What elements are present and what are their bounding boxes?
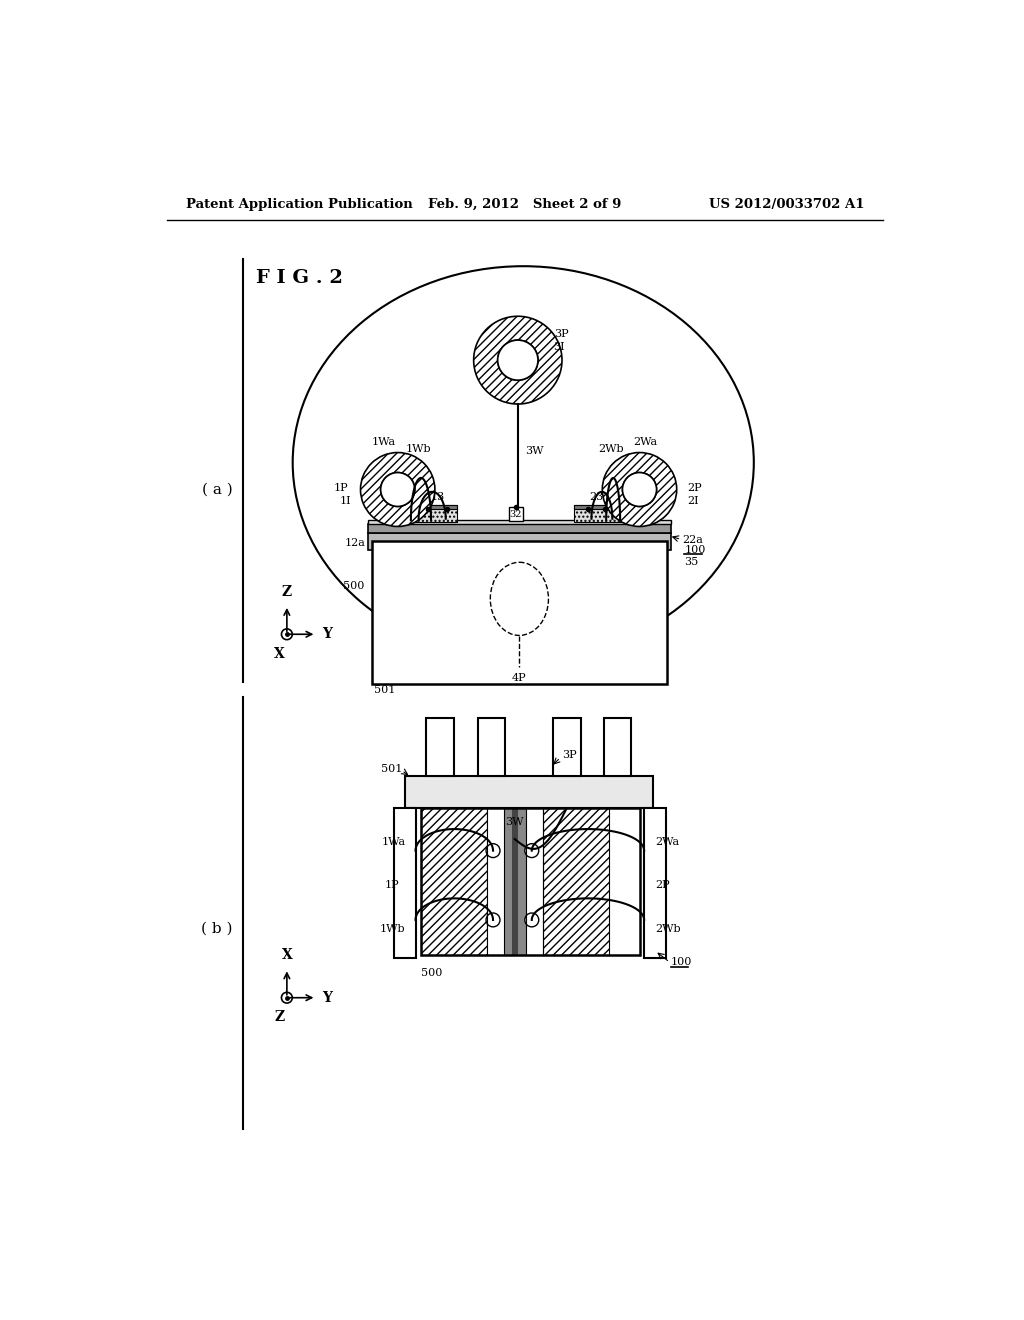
Bar	[369, 520, 671, 524]
Text: 2Wb: 2Wb	[598, 445, 624, 454]
Text: Y: Y	[323, 991, 333, 1005]
Circle shape	[282, 628, 292, 640]
Bar	[512, 808, 518, 954]
Text: 100: 100	[684, 545, 706, 554]
Bar	[406, 776, 653, 808]
Bar	[573, 506, 624, 508]
Text: US 2012/0033702 A1: US 2012/0033702 A1	[709, 198, 864, 211]
Circle shape	[623, 473, 656, 507]
Bar	[504, 808, 525, 954]
Wedge shape	[474, 317, 562, 404]
Text: 2Wa: 2Wa	[634, 437, 657, 446]
Bar	[421, 808, 486, 954]
Bar	[478, 718, 506, 776]
Text: 501: 501	[381, 764, 402, 774]
Text: 12a: 12a	[345, 539, 366, 548]
Bar	[604, 718, 631, 776]
Text: 32: 32	[509, 511, 522, 519]
Text: X: X	[282, 948, 292, 962]
Text: Z: Z	[282, 585, 292, 599]
Bar	[486, 808, 504, 954]
Bar	[644, 808, 666, 958]
Bar	[543, 808, 608, 954]
Text: 2Wa: 2Wa	[655, 837, 679, 847]
Text: 1P: 1P	[334, 483, 348, 492]
Text: ( b ): ( b )	[202, 921, 232, 936]
Text: 1Wa: 1Wa	[381, 837, 406, 847]
Text: X: X	[273, 647, 285, 660]
Text: ( a ): ( a )	[202, 483, 232, 496]
Text: 4P: 4P	[512, 673, 526, 682]
Text: 501: 501	[374, 685, 395, 694]
Text: 22a: 22a	[682, 535, 703, 545]
Text: 23: 23	[590, 492, 604, 502]
Circle shape	[525, 843, 539, 858]
Bar	[407, 506, 458, 521]
Bar	[372, 541, 667, 684]
Bar	[407, 506, 458, 508]
Text: 1Wb: 1Wb	[380, 924, 406, 933]
Bar	[573, 506, 624, 521]
Text: Z: Z	[274, 1010, 285, 1024]
Bar	[421, 808, 640, 954]
Text: Patent Application Publication: Patent Application Publication	[186, 198, 413, 211]
Text: 35: 35	[684, 557, 698, 566]
Text: 2P: 2P	[655, 880, 670, 890]
Bar	[426, 718, 454, 776]
Text: F I G . 2: F I G . 2	[256, 269, 343, 286]
Text: 1I: 1I	[340, 496, 351, 506]
Bar	[369, 524, 671, 533]
Circle shape	[282, 993, 292, 1003]
Text: 13: 13	[431, 492, 445, 502]
Bar	[394, 808, 416, 958]
Text: 100: 100	[671, 957, 692, 968]
Circle shape	[525, 913, 539, 927]
Wedge shape	[360, 453, 435, 527]
Circle shape	[486, 843, 500, 858]
Bar	[421, 808, 640, 954]
Text: Feb. 9, 2012   Sheet 2 of 9: Feb. 9, 2012 Sheet 2 of 9	[428, 198, 622, 211]
Bar	[554, 718, 581, 776]
Text: 3I: 3I	[553, 342, 564, 352]
Bar	[369, 533, 671, 550]
Text: 1Wa: 1Wa	[372, 437, 396, 446]
Text: 1Wb: 1Wb	[406, 445, 431, 454]
Text: Y: Y	[323, 627, 333, 642]
Text: 2P: 2P	[687, 483, 702, 492]
Bar	[525, 808, 543, 954]
Text: 500: 500	[421, 969, 442, 978]
Text: 3P: 3P	[562, 750, 577, 760]
Text: 3W: 3W	[524, 446, 544, 455]
Text: 2I: 2I	[687, 496, 699, 506]
Circle shape	[381, 473, 415, 507]
Text: 2Wb: 2Wb	[655, 924, 681, 933]
Bar	[509, 507, 523, 521]
Text: 500: 500	[343, 581, 365, 591]
Text: 3P: 3P	[554, 329, 569, 339]
Text: 1P: 1P	[385, 880, 399, 890]
Circle shape	[498, 341, 538, 380]
Circle shape	[486, 913, 500, 927]
Text: 3W: 3W	[505, 817, 523, 828]
Wedge shape	[602, 453, 677, 527]
